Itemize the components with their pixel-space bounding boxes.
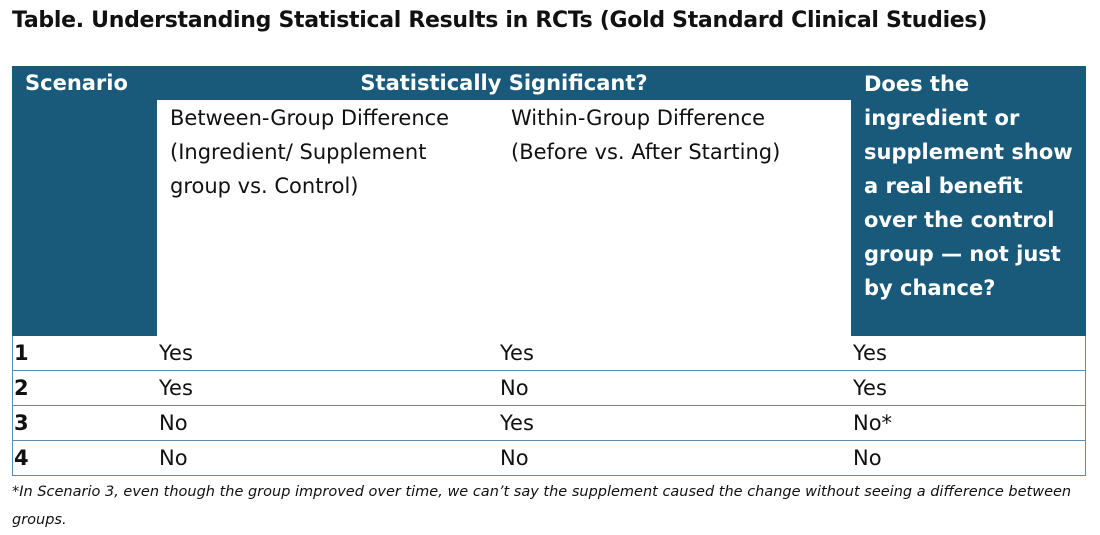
table-title: Table. Understanding Statistical Results… <box>12 8 987 33</box>
table-cell: 1 <box>14 341 29 365</box>
footnote: *In Scenario 3, even though the group im… <box>12 484 1072 528</box>
table-cell: No* <box>853 411 893 435</box>
table-cell: Yes <box>853 341 887 365</box>
table-cell: Yes <box>853 376 887 400</box>
table-cell: 4 <box>14 446 29 470</box>
table-cell: No <box>500 376 529 400</box>
header-cell: Statistically Significant? <box>360 71 648 95</box>
table-row: 3 No Yes No* <box>12 406 1086 441</box>
subheader-cell: Within-Group Difference (Before vs. Afte… <box>511 106 781 164</box>
table-row: 4 No No No <box>12 441 1086 476</box>
table-cell: No <box>853 446 882 470</box>
table-cell: No <box>159 411 188 435</box>
subheader-area <box>157 100 851 336</box>
table-row: 2 Yes No Yes <box>12 371 1086 406</box>
header-cell: Does the ingredient or supplement show a… <box>864 72 1073 300</box>
table-cell: 2 <box>14 376 29 400</box>
table-cell: No <box>500 446 529 470</box>
subheader-cell: Between-Group Difference (Ingredient/ Su… <box>170 106 450 198</box>
table-cell: Yes <box>159 376 193 400</box>
table-cell: Yes <box>500 411 534 435</box>
header-cell: Scenario <box>25 71 128 95</box>
table-cell: No <box>159 446 188 470</box>
table-cell: Yes <box>159 341 193 365</box>
table-cell: 3 <box>14 411 29 435</box>
table-cell: Yes <box>500 341 534 365</box>
table-row: 1 Yes Yes Yes <box>12 336 1086 371</box>
